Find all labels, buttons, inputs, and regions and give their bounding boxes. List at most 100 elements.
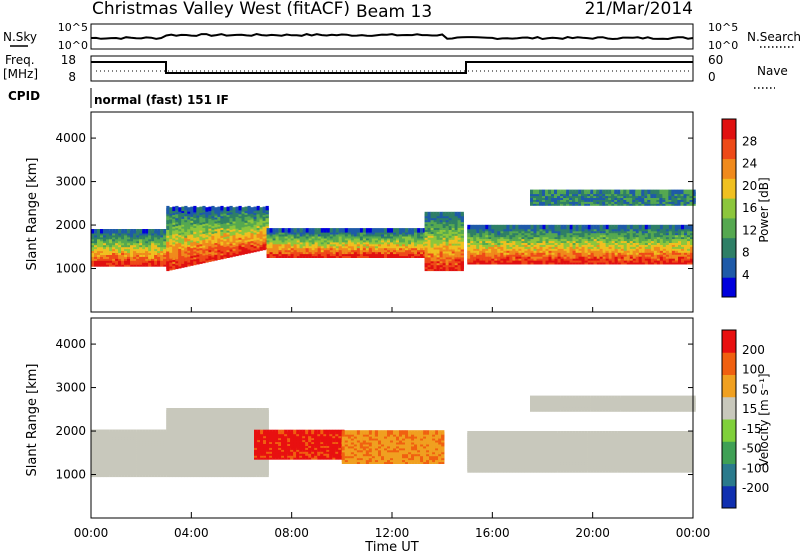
power-cell: [569, 224, 573, 230]
power-cell: [530, 224, 534, 230]
power-cell: [160, 229, 164, 234]
power-cell: [368, 228, 373, 233]
power-cell: [584, 189, 588, 195]
power-cell: [678, 224, 682, 230]
power-cell: [460, 211, 464, 217]
power-cell: [662, 224, 667, 230]
power-cell: [650, 189, 654, 195]
power-cell: [536, 224, 540, 230]
power-cell: [178, 207, 182, 212]
velocity-cell: [91, 429, 95, 434]
power-cell: [599, 189, 603, 195]
power-cell: [650, 224, 655, 230]
power-cell: [214, 207, 218, 212]
power-cell: [172, 206, 176, 212]
power-cell: [314, 228, 318, 233]
power-cell: [151, 229, 155, 234]
power-cell: [681, 224, 685, 230]
power-cell: [387, 228, 391, 233]
velocity-cell: [97, 429, 101, 434]
beam-label: Beam 13: [356, 2, 432, 22]
power-cell: [602, 224, 606, 230]
power-cell: [157, 229, 161, 234]
velocity-cell: [124, 429, 128, 434]
power-cell: [614, 189, 618, 195]
power-cell: [299, 228, 303, 233]
power-cell: [350, 228, 355, 233]
power-cell: [91, 229, 95, 234]
power-cell: [488, 224, 492, 230]
power-cell: [491, 224, 495, 230]
power-cell: [611, 189, 615, 195]
power-cell: [602, 189, 606, 195]
power-cell: [265, 205, 269, 211]
power-cell: [338, 228, 342, 233]
power-cell: [430, 211, 434, 217]
power-cell: [250, 207, 254, 212]
power-cell: [683, 189, 687, 195]
power-cell: [533, 189, 537, 195]
power-cell: [393, 228, 397, 233]
power-cell: [202, 205, 206, 211]
power-cell: [442, 211, 446, 217]
power-cell: [623, 189, 627, 195]
power-cell: [396, 228, 400, 233]
power-cell: [638, 189, 642, 195]
power-cell: [626, 224, 630, 230]
y-tick-label: 2000: [55, 218, 86, 232]
power-cell: [220, 205, 224, 211]
power-cell: [635, 224, 639, 230]
power-cell: [136, 229, 140, 234]
power-cell: [169, 207, 173, 212]
power-cell: [617, 189, 621, 195]
power-cell: [551, 224, 555, 230]
power-cell: [593, 224, 597, 230]
power-cell: [287, 228, 291, 233]
power-cell: [256, 205, 260, 211]
power-cell: [482, 224, 486, 230]
noise-left-tick-low: 10^0: [58, 39, 88, 52]
power-cell: [563, 189, 567, 195]
freq-left-tick-high: 18: [61, 53, 76, 67]
power-cell: [629, 189, 633, 195]
power-cell: [118, 229, 122, 234]
power-cell: [320, 228, 324, 233]
power-cell: [467, 224, 471, 230]
power-cell: [560, 224, 564, 230]
power-cell: [593, 189, 597, 195]
power-cell: [641, 189, 645, 195]
power-cell: [253, 206, 257, 212]
power-cell: [154, 229, 158, 234]
power-cell: [356, 228, 361, 233]
nave-label: Nave: [757, 64, 788, 78]
power-cell: [533, 224, 537, 230]
power-cell: [527, 224, 531, 230]
power-cell: [635, 189, 639, 195]
power-cell: [536, 189, 540, 195]
velocity-cell: [103, 429, 107, 434]
station-title: Christmas Valley West (fitACF): [92, 0, 350, 19]
power-cell: [539, 189, 543, 195]
power-cell: [656, 189, 660, 195]
power-cell: [121, 229, 125, 234]
power-cell: [587, 189, 591, 195]
power-cell: [97, 229, 101, 234]
nsearch-label: N.Search: [747, 30, 800, 44]
power-cell: [596, 224, 600, 230]
power-cell: [269, 228, 273, 233]
power-cell: [414, 228, 418, 233]
power-cell: [115, 229, 119, 234]
power-cell: [290, 228, 294, 233]
power-cell: [644, 224, 648, 230]
power-cell: [166, 205, 170, 211]
velocity-cell: [151, 429, 155, 434]
power-cell: [596, 189, 600, 195]
power-cell: [417, 228, 421, 233]
power-cell: [509, 224, 513, 230]
power-cell: [542, 189, 546, 195]
velocity-cell: [112, 429, 116, 434]
power-cell: [659, 224, 664, 230]
nsky-label: N.Sky: [3, 30, 37, 44]
freq-left-tick-low: 8: [68, 70, 76, 84]
power-cell: [193, 205, 197, 211]
